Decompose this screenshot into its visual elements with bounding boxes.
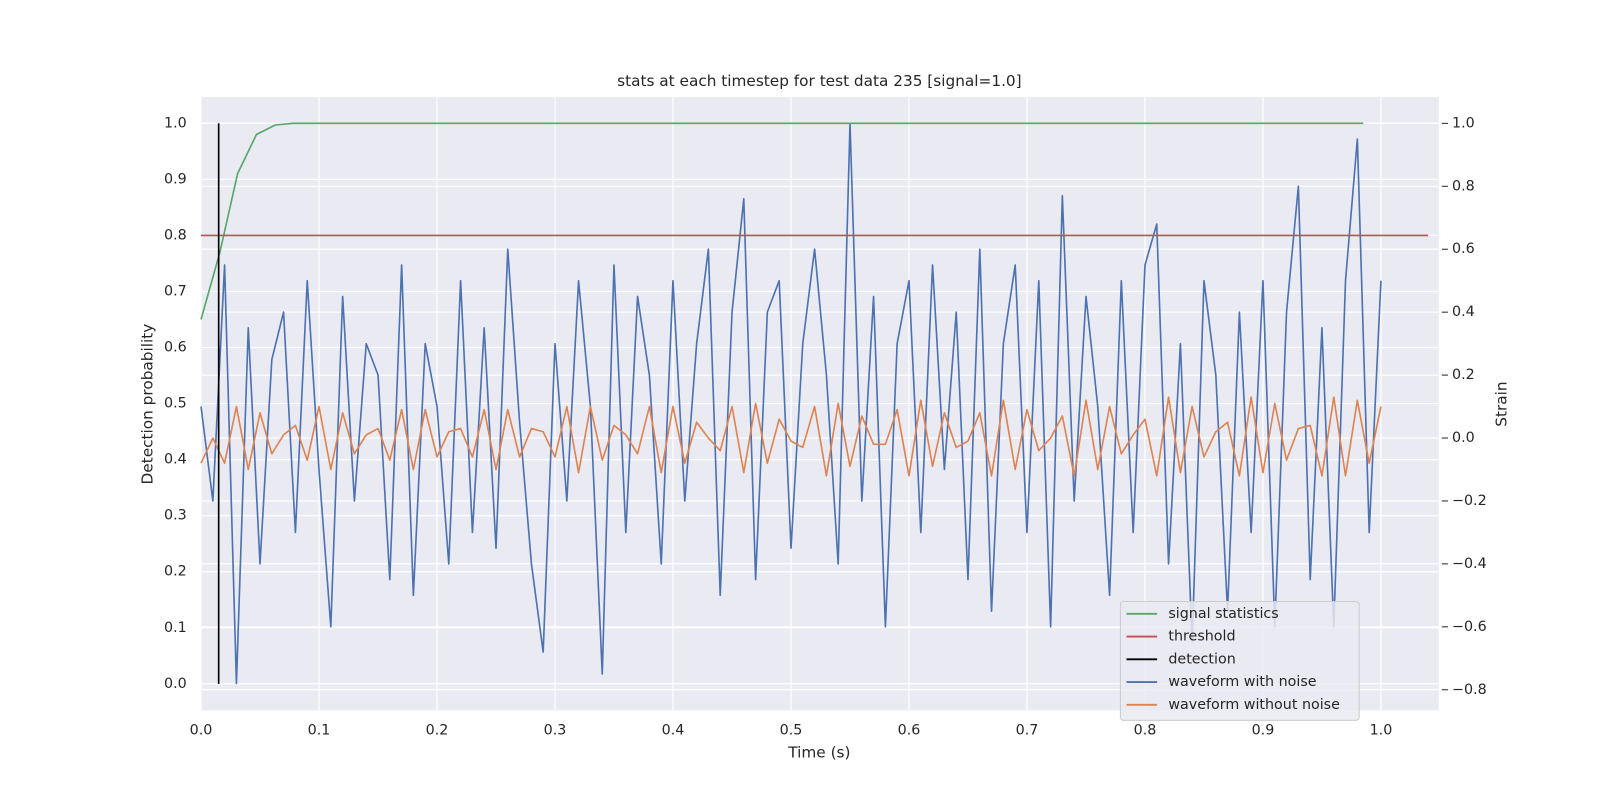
- legend-label: waveform without noise: [1168, 697, 1340, 713]
- legend-label: waveform with noise: [1168, 674, 1316, 690]
- x-tick-label: 0.5: [780, 723, 803, 739]
- y2-axis-label: Strain: [1493, 381, 1511, 426]
- series-line: [200, 122, 1364, 320]
- y2-tick-label: 0.6: [1452, 241, 1475, 257]
- y-tick-label: 0.9: [164, 171, 187, 187]
- y2-tick-label: −0.2: [1452, 493, 1487, 509]
- legend-label: signal statistics: [1168, 606, 1278, 622]
- y2-tick-label: 0.0: [1452, 430, 1475, 446]
- y2-tick-label: 1.0: [1452, 115, 1475, 131]
- y2-tick-label: −0.8: [1452, 682, 1487, 698]
- y2-tick-label: −0.4: [1452, 556, 1487, 572]
- y-tick-label: 0.2: [164, 564, 187, 580]
- y-tick-label: 0.6: [164, 340, 187, 356]
- x-axis-label: Time (s): [787, 744, 850, 762]
- legend-box: [1119, 601, 1360, 721]
- x-tick-label: 0.7: [1016, 723, 1039, 739]
- labels: stats at each timestep for test data 235…: [138, 72, 1510, 761]
- x-tick-label: 0.1: [308, 723, 331, 739]
- legend: signal statistics threshold detection wavef…: [1119, 601, 1360, 721]
- y-tick-label: 0.8: [164, 227, 187, 243]
- x-tick-label: 0.4: [662, 723, 685, 739]
- x-tick-label: 1.0: [1370, 723, 1393, 739]
- lines: [200, 122, 1429, 685]
- y-tick-label: 0.0: [164, 676, 187, 692]
- series-line: [200, 396, 1382, 477]
- x-tick-label: 0.8: [1134, 723, 1157, 739]
- y-tick-label: 0.7: [164, 283, 187, 299]
- series-line: [200, 122, 1382, 685]
- y-tick-label: 0.1: [164, 620, 187, 636]
- legend-label: threshold: [1168, 629, 1235, 645]
- y-tick-label: 0.5: [164, 396, 187, 412]
- y-tick-label: 0.3: [164, 508, 187, 524]
- x-tick-label: 0.9: [1252, 723, 1275, 739]
- legend-label: detection: [1168, 651, 1235, 667]
- x-tick-label: 0.3: [544, 723, 567, 739]
- y2-tick-label: 0.2: [1452, 367, 1475, 383]
- y-tick-label: 1.0: [164, 115, 187, 131]
- y2-tick-label: 0.8: [1452, 178, 1475, 194]
- y-tick-label: 0.4: [164, 452, 187, 468]
- x-tick-label: 0.6: [898, 723, 921, 739]
- chart-title: stats at each timestep for test data 235…: [617, 72, 1022, 90]
- y2-tick-label: 0.4: [1452, 304, 1475, 320]
- x-tick-label: 0.0: [190, 723, 213, 739]
- x-tick-label: 0.2: [426, 723, 449, 739]
- y2-tick-label: −0.6: [1452, 619, 1487, 635]
- y-axis-label: Detection probability: [138, 324, 156, 485]
